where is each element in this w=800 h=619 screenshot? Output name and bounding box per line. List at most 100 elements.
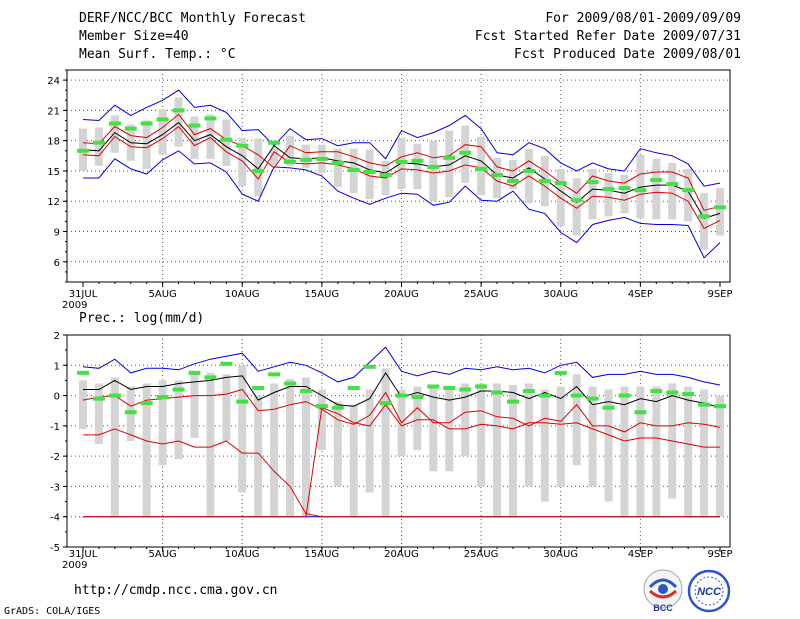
median-marker xyxy=(284,381,297,386)
median-marker xyxy=(204,116,217,121)
median-marker xyxy=(538,393,551,398)
median-marker xyxy=(252,386,265,390)
median-marker xyxy=(634,410,647,415)
median-marker xyxy=(379,172,392,177)
median-marker xyxy=(650,389,663,394)
median-marker xyxy=(156,117,169,122)
y-tick-label: 9 xyxy=(54,228,60,239)
ensemble-box xyxy=(413,386,422,451)
median-marker xyxy=(379,401,392,406)
median-marker xyxy=(268,140,281,145)
y-tick-label: 21 xyxy=(47,106,60,117)
median-marker xyxy=(618,186,631,191)
ensemble-box xyxy=(700,389,709,517)
median-marker xyxy=(92,140,105,145)
median-marker xyxy=(586,180,599,185)
ensemble-box xyxy=(556,386,565,487)
series-line-p10 xyxy=(83,428,720,518)
x-year-label: 2009 xyxy=(62,300,87,311)
ensemble-box xyxy=(604,172,613,217)
ensemble-box xyxy=(142,383,151,517)
ncc-logo-text: NCC xyxy=(697,586,722,598)
ensemble-box xyxy=(684,168,693,222)
y-tick-label: 15 xyxy=(47,167,60,178)
x-tick-label: 5AUG xyxy=(148,289,176,300)
median-marker xyxy=(411,158,424,163)
series-line-p75 xyxy=(82,113,721,211)
median-marker xyxy=(77,148,89,153)
ensemble-box xyxy=(620,386,629,517)
median-marker xyxy=(92,396,105,401)
ensemble-box xyxy=(190,116,199,159)
x-tick-label: 5AUG xyxy=(148,549,176,560)
x-tick-label: 9SEP xyxy=(707,549,732,560)
ensemble-box xyxy=(588,168,597,220)
ensemble-box xyxy=(620,174,629,214)
ensemble-box xyxy=(445,130,454,198)
median-marker xyxy=(363,364,376,369)
ensemble-box xyxy=(429,140,438,202)
median-marker xyxy=(618,393,631,398)
ensemble-box xyxy=(301,377,310,517)
median-marker xyxy=(570,393,583,398)
ensemble-box xyxy=(604,389,613,502)
x-tick-label: 20AUG xyxy=(384,289,419,300)
median-marker xyxy=(204,375,217,380)
median-marker xyxy=(443,386,456,390)
median-marker xyxy=(188,370,201,375)
ensemble-box xyxy=(493,157,502,199)
ensemble-box xyxy=(286,135,295,166)
median-marker xyxy=(554,181,567,186)
ensemble-box xyxy=(222,119,231,166)
ensemble-box xyxy=(301,144,310,168)
ensemble-box xyxy=(700,193,709,250)
median-marker xyxy=(220,361,233,366)
x-tick-label: 25AUG xyxy=(464,549,499,560)
ensemble-box xyxy=(158,380,167,466)
ensemble-box xyxy=(684,386,693,517)
series-line-p25 xyxy=(82,125,721,230)
ensemble-box xyxy=(413,143,422,190)
ensemble-box xyxy=(79,380,87,429)
median-marker xyxy=(315,156,328,161)
ensemble-box xyxy=(716,188,724,236)
x-tick-label: 30AUG xyxy=(543,549,578,560)
median-marker xyxy=(331,405,344,410)
chart-title: DERF/NCC/BCC Monthly Forecast xyxy=(79,11,306,26)
x-tick-label: 10AUG xyxy=(225,289,260,300)
median-marker xyxy=(506,399,519,404)
ensemble-box xyxy=(365,149,374,200)
bcc-logo-text: BCC xyxy=(653,603,673,613)
median-marker xyxy=(602,187,615,192)
x-year-label: 2009 xyxy=(62,560,87,571)
ensemble-box xyxy=(477,136,486,196)
median-marker xyxy=(602,405,615,410)
ensemble-box xyxy=(222,374,231,441)
forecast-produced: Fcst Produced Date 2009/08/01 xyxy=(514,47,741,62)
ensemble-box xyxy=(445,389,454,472)
ensemble-box xyxy=(270,383,279,517)
median-marker xyxy=(411,395,424,400)
ensemble-box xyxy=(477,383,486,487)
median-marker xyxy=(491,172,504,177)
median-marker xyxy=(475,166,488,171)
median-marker xyxy=(443,155,456,160)
x-tick-label: 9SEP xyxy=(707,289,732,300)
median-marker xyxy=(666,182,679,187)
median-marker xyxy=(554,370,567,375)
median-marker xyxy=(347,386,360,390)
website-url[interactable]: http://cmdp.ncc.cma.gov.cn xyxy=(74,583,278,598)
x-tick-label: 31JUL xyxy=(69,289,98,300)
ensemble-box xyxy=(572,374,581,466)
ensemble-box xyxy=(270,148,279,165)
y-tick-label: 18 xyxy=(47,137,60,148)
median-marker xyxy=(538,179,551,184)
y-tick-label: -2 xyxy=(50,452,60,463)
series-line-max xyxy=(82,89,721,187)
y-tick-label: -1 xyxy=(50,422,60,433)
ensemble-box xyxy=(333,148,342,188)
ensemble-box xyxy=(652,158,661,220)
median-marker xyxy=(459,150,472,155)
x-tick-label: 15AUG xyxy=(305,549,340,560)
median-marker xyxy=(395,393,408,398)
